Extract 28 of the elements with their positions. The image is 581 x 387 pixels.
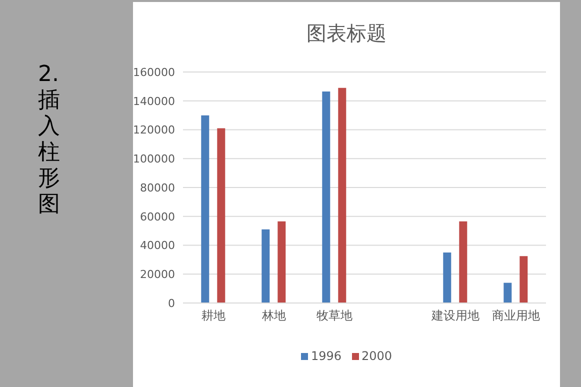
bar xyxy=(217,128,226,303)
y-tick-label: 120000 xyxy=(133,124,175,137)
y-tick-label: 0 xyxy=(168,296,175,310)
y-tick-label: 140000 xyxy=(133,94,175,108)
bar xyxy=(262,229,270,303)
bar xyxy=(278,221,286,303)
x-tick-label: 建设用地 xyxy=(430,308,480,323)
x-tick-label: 商业用地 xyxy=(492,308,540,323)
y-tick-label: 100000 xyxy=(133,152,175,166)
y-tick-label: 20000 xyxy=(140,268,175,282)
bar xyxy=(443,252,452,303)
legend-label: 1996 xyxy=(310,349,342,363)
y-tick-label: 60000 xyxy=(140,210,175,224)
legend-label: 2000 xyxy=(360,349,392,363)
bar xyxy=(459,221,468,303)
bar xyxy=(338,88,346,303)
x-tick-label: 耕地 xyxy=(201,308,226,323)
x-tick-label: 林地 xyxy=(260,308,286,323)
bar xyxy=(504,282,512,303)
y-tick-label: 40000 xyxy=(140,239,175,252)
bar xyxy=(201,115,210,303)
y-tick-label: 80000 xyxy=(140,181,175,194)
bar xyxy=(520,256,528,303)
y-tick-label: 160000 xyxy=(133,66,175,79)
chart-title: 图表标题 xyxy=(306,20,388,47)
text: 2. 插入柱形图 xyxy=(38,62,61,218)
bar xyxy=(322,91,330,303)
x-tick-label: 牧草地 xyxy=(316,308,352,323)
